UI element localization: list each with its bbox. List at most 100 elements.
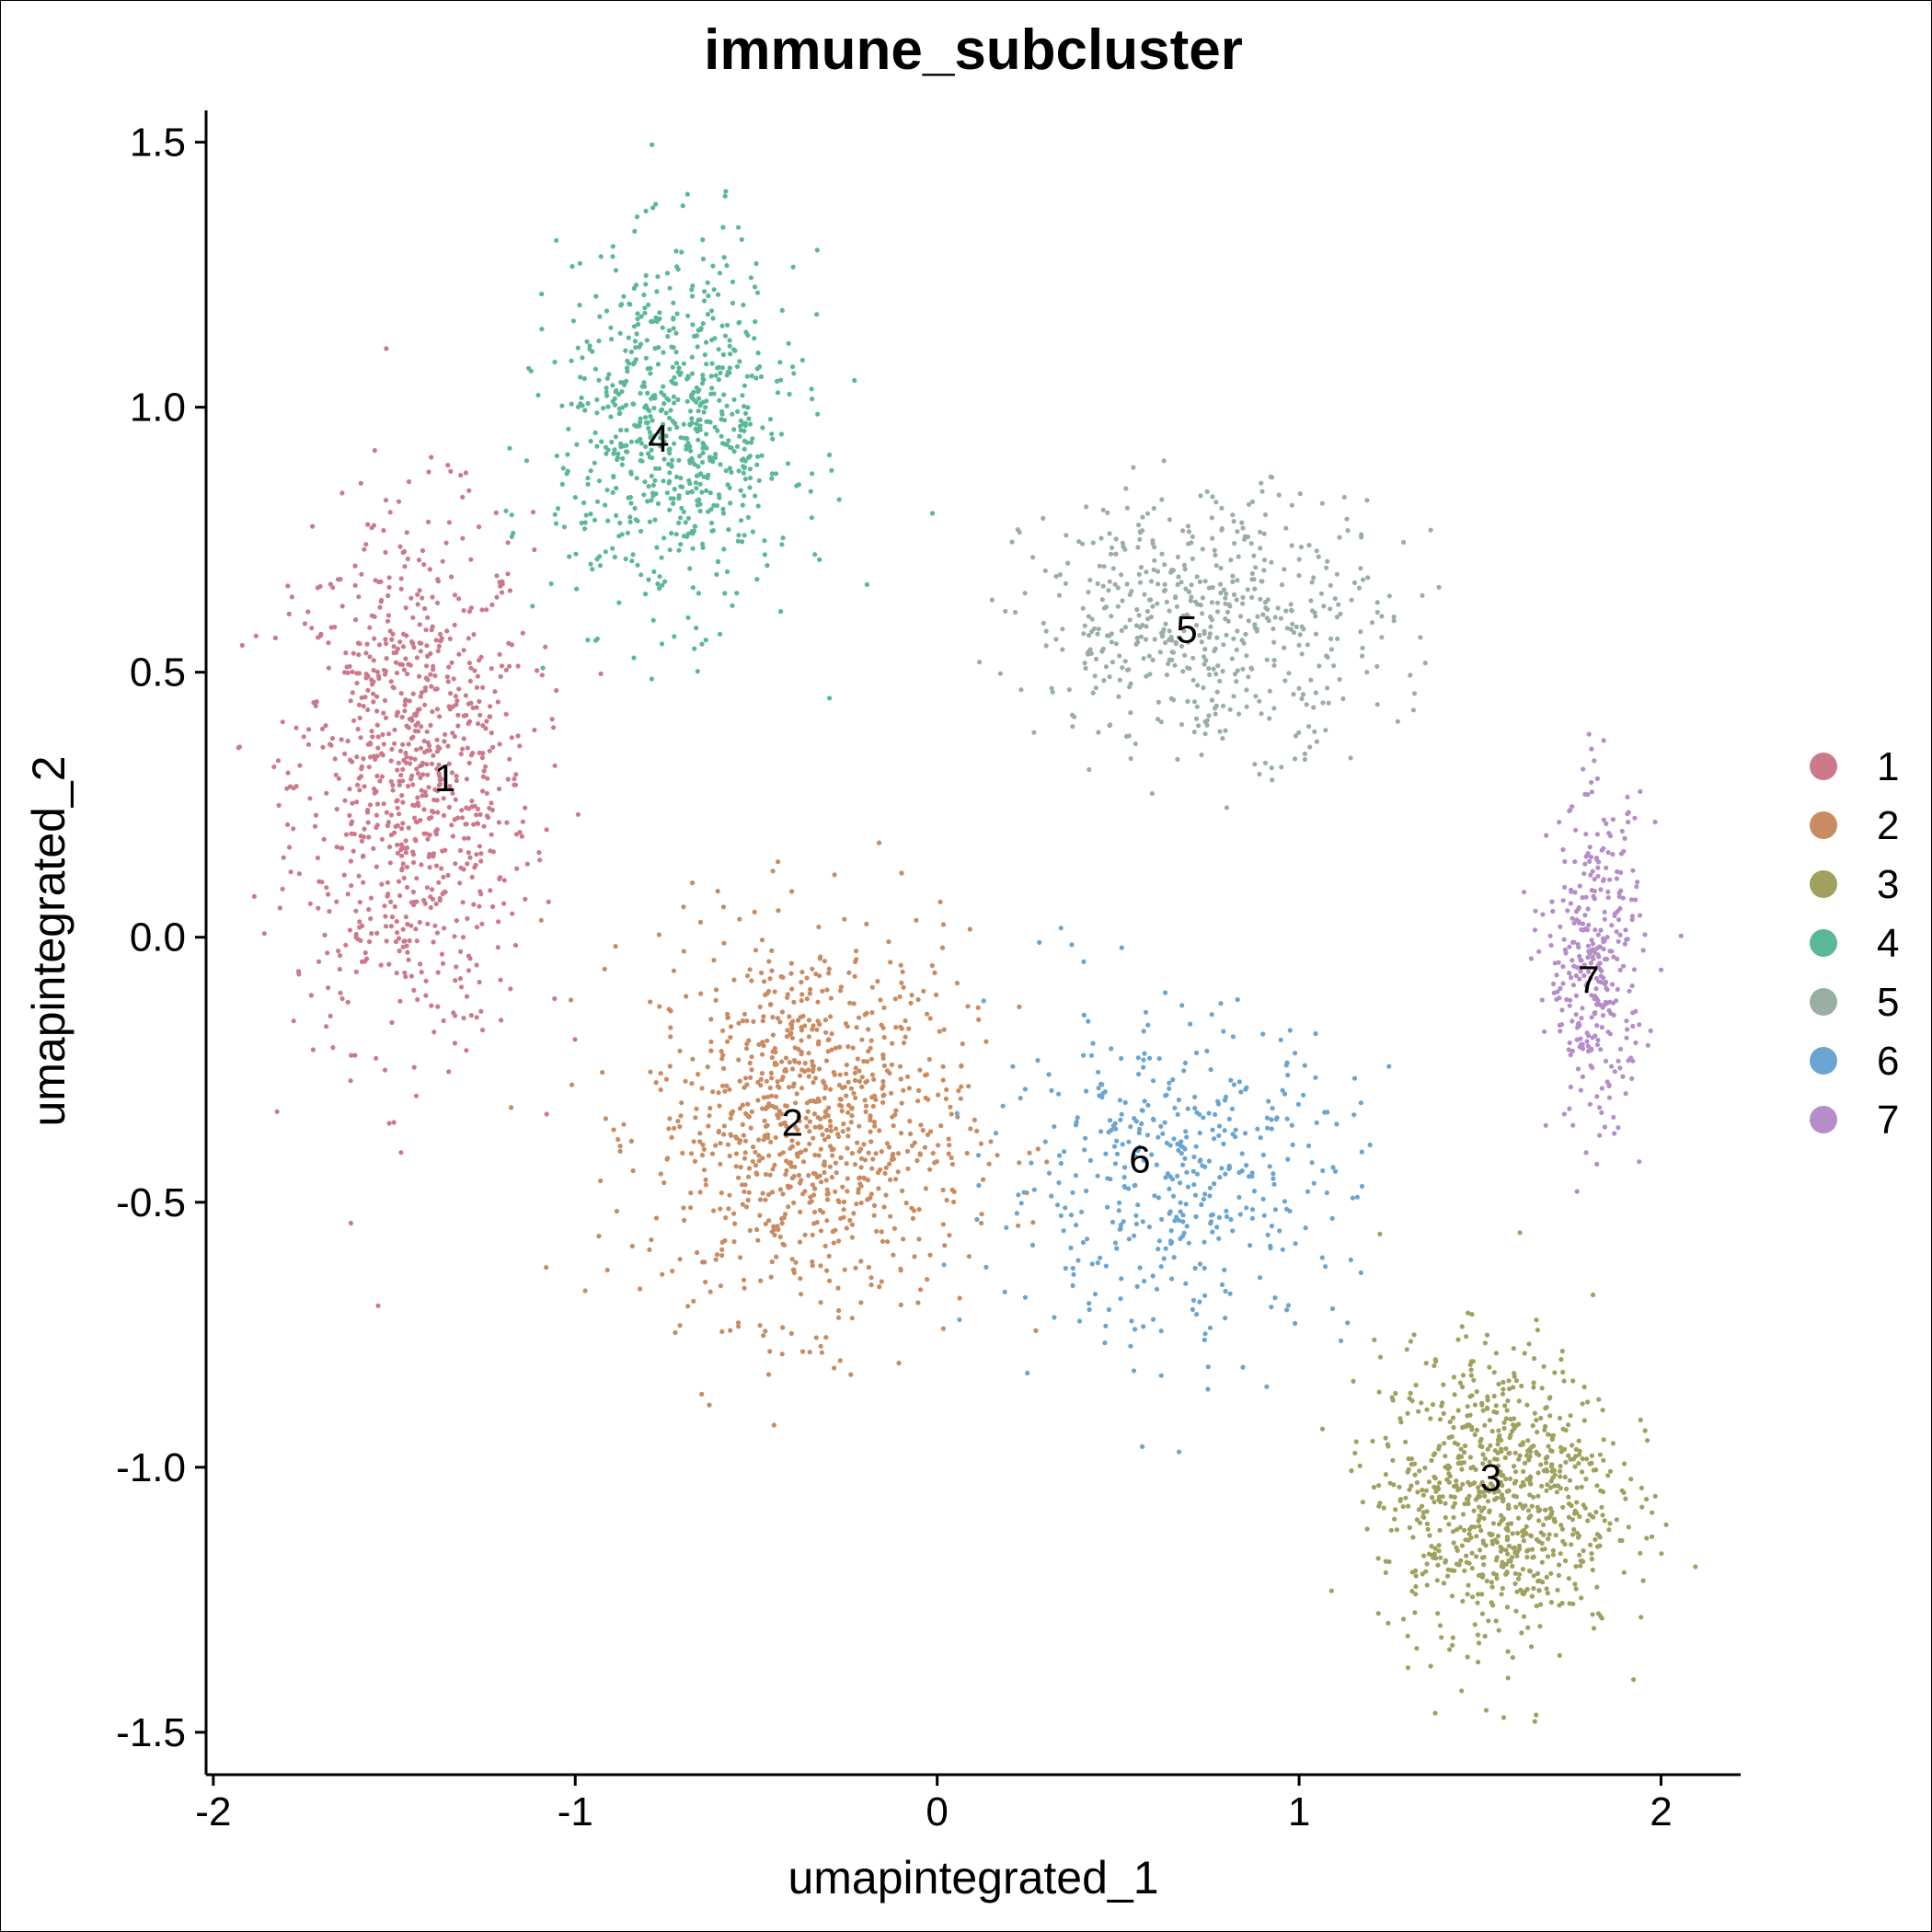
point-cluster-1 [362,826,367,832]
point-cluster-1 [343,832,350,837]
point-cluster-3 [1375,1611,1381,1616]
point-cluster-1 [325,950,330,956]
point-cluster-4 [523,458,530,464]
point-cluster-2 [858,1300,864,1305]
point-cluster-2 [810,1259,815,1265]
point-cluster-6 [1243,1087,1248,1092]
point-cluster-2 [788,1021,794,1027]
point-cluster-5 [1224,632,1229,638]
point-cluster-1 [454,773,459,779]
point-cluster-5 [1162,562,1167,568]
point-cluster-1 [444,674,450,680]
point-cluster-4 [673,248,679,254]
point-cluster-2 [842,916,847,922]
point-cluster-2 [868,1056,874,1062]
point-cluster-3 [1505,1398,1511,1404]
point-cluster-7 [1629,917,1635,923]
point-cluster-2 [886,1144,892,1150]
point-cluster-4 [565,452,570,457]
point-cluster-3 [1607,1521,1613,1526]
point-cluster-2 [697,1131,703,1136]
point-cluster-3 [1496,1463,1501,1468]
point-cluster-5 [1279,765,1284,770]
point-cluster-5 [1240,525,1246,531]
point-cluster-3 [1525,1508,1532,1513]
point-cluster-3 [1495,1442,1501,1447]
point-cluster-3 [1439,1635,1444,1640]
point-cluster-2 [760,1190,765,1196]
point-cluster-5 [1018,687,1024,693]
point-cluster-3 [1526,1341,1532,1347]
point-cluster-2 [880,1238,886,1244]
point-cluster-1 [479,755,486,761]
point-cluster-3 [1408,1339,1413,1344]
point-cluster-4 [696,328,701,333]
point-cluster-4 [721,255,727,260]
point-cluster-7 [1581,962,1587,968]
point-cluster-4 [748,275,754,281]
point-cluster-6 [1098,1255,1103,1260]
point-cluster-4 [755,454,761,459]
point-cluster-5 [1214,689,1220,695]
point-cluster-1 [598,671,604,677]
point-cluster-1 [407,717,412,722]
point-cluster-6 [1052,1123,1057,1130]
point-cluster-6 [1244,1163,1249,1168]
point-cluster-3 [1413,1383,1419,1388]
point-cluster-2 [899,870,904,876]
point-cluster-6 [1146,1225,1152,1230]
point-cluster-3 [1505,1536,1511,1542]
point-cluster-1 [490,744,496,750]
point-cluster-4 [650,418,655,423]
point-cluster-7 [1622,941,1627,947]
point-cluster-7 [1633,1040,1639,1046]
point-cluster-7 [1633,897,1639,903]
point-cluster-7 [1566,1047,1571,1052]
point-cluster-1 [436,643,442,650]
point-cluster-5 [1119,627,1124,634]
point-cluster-3 [1548,1512,1554,1517]
point-cluster-1 [315,855,320,861]
point-cluster-3 [1462,1443,1468,1449]
point-cluster-4 [708,308,715,314]
point-cluster-1 [397,748,403,753]
point-cluster-5 [1109,614,1114,619]
point-cluster-2 [863,1103,869,1109]
point-cluster-2 [909,1143,915,1148]
point-cluster-2 [807,1200,812,1205]
point-cluster-4 [638,390,643,397]
point-cluster-2 [849,1222,856,1227]
point-cluster-3 [1523,1589,1528,1594]
point-cluster-1 [466,968,472,973]
point-cluster-7 [1580,1006,1585,1011]
x-tick-label: 1 [1288,1789,1310,1834]
cluster-label-4: 4 [648,417,669,460]
point-cluster-6 [1239,1168,1245,1174]
point-cluster-5 [1428,527,1433,533]
point-cluster-1 [436,773,443,778]
point-cluster-7 [1589,779,1594,786]
point-cluster-4 [721,392,727,397]
point-cluster-2 [710,1089,716,1095]
point-cluster-5 [1185,639,1190,645]
point-cluster-6 [1177,1449,1182,1455]
point-cluster-2 [897,1064,903,1069]
point-cluster-3 [1452,1568,1457,1573]
point-cluster-1 [443,540,449,546]
point-cluster-2 [866,1264,872,1271]
point-cluster-3 [1504,1408,1510,1413]
point-cluster-4 [690,322,696,328]
point-cluster-1 [505,776,511,782]
point-cluster-4 [697,427,703,432]
point-cluster-1 [405,556,410,562]
point-cluster-3 [1466,1310,1471,1316]
point-cluster-3 [1512,1581,1518,1586]
point-cluster-2 [788,971,794,976]
point-cluster-3 [1639,1615,1644,1620]
point-cluster-1 [275,758,282,764]
point-cluster-6 [1096,1086,1101,1091]
point-cluster-2 [614,1208,620,1214]
point-cluster-3 [1536,1588,1542,1593]
point-cluster-5 [1140,514,1145,520]
point-cluster-6 [1359,1149,1364,1155]
